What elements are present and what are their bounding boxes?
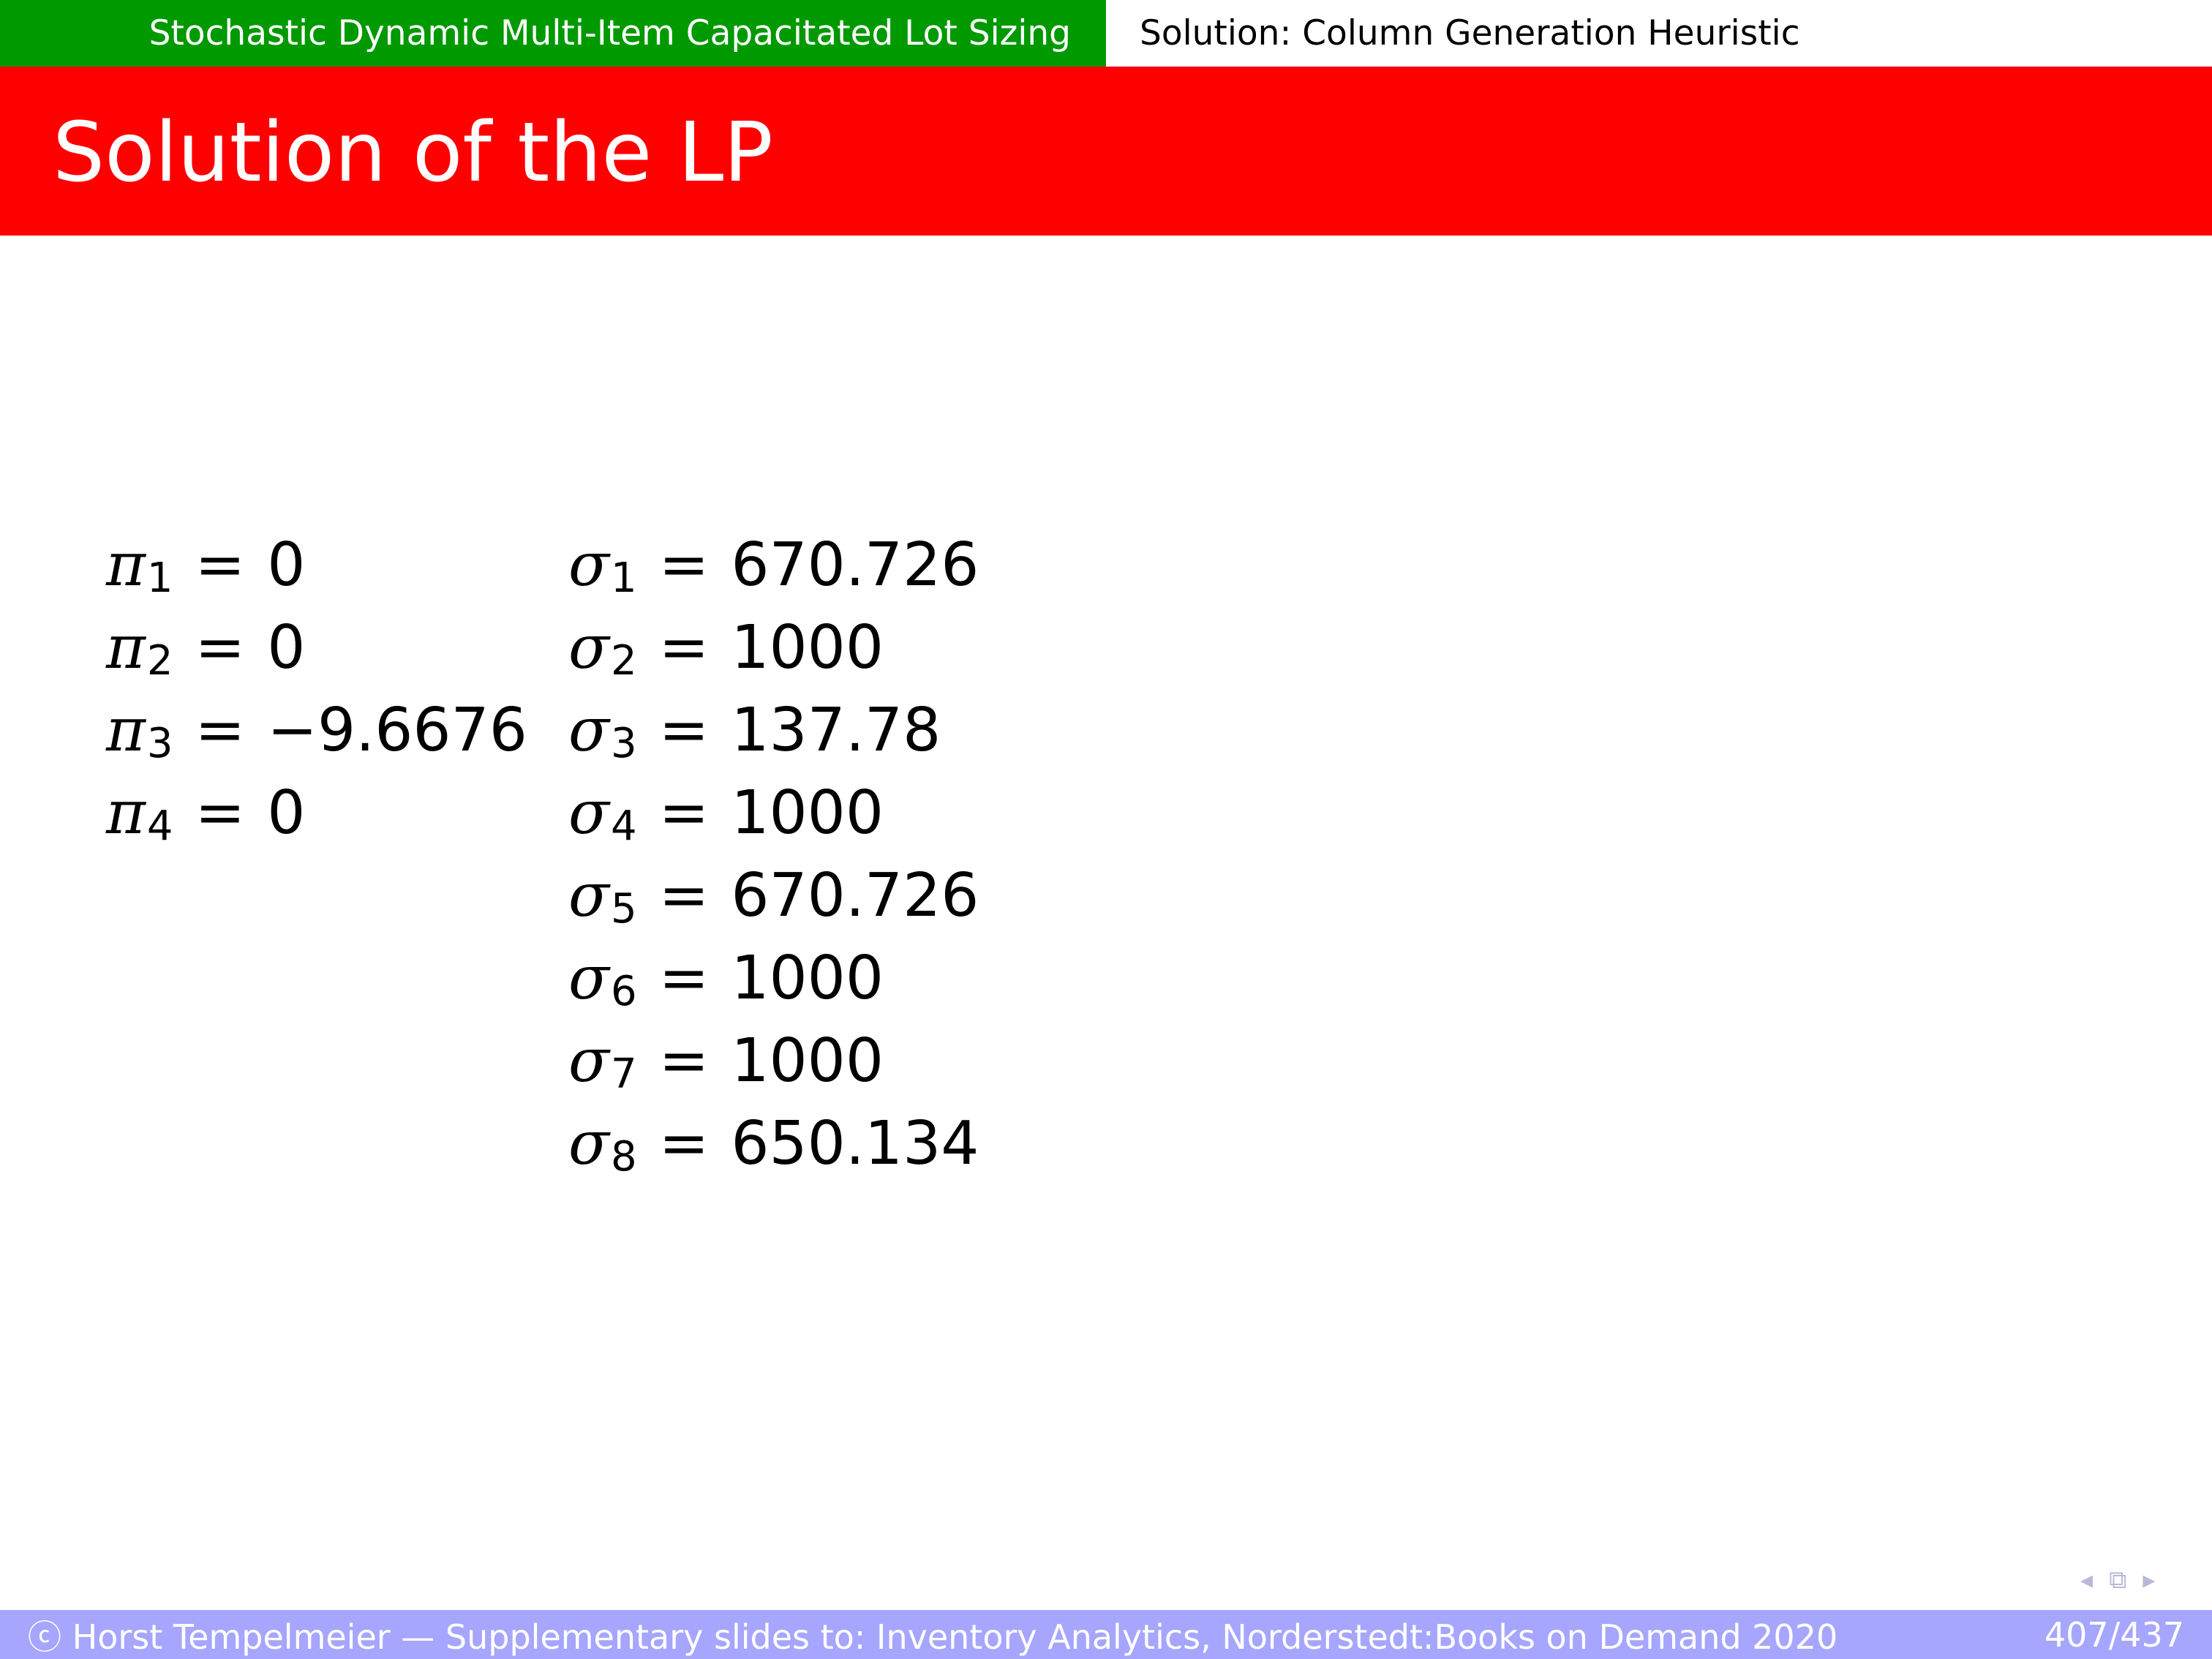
sigma-symbol: σ	[568, 696, 609, 765]
slide-title: Solution of the LP	[53, 105, 773, 200]
pi-equation: π 2 = 0	[106, 606, 527, 689]
sigma-index: 4	[610, 802, 637, 850]
pi-symbol: π	[106, 778, 146, 848]
sigma-equation: σ 5 = 670.726	[568, 854, 979, 937]
title-bar: Solution of the LP	[0, 67, 2212, 236]
sigma-equation: σ 7 = 1000	[568, 1020, 979, 1102]
pi-index: 1	[146, 554, 173, 602]
sigma-index: 5	[610, 885, 637, 933]
sigma-symbol: σ	[568, 1026, 609, 1096]
navigation-controls: ◂ ⧉ ▸	[2080, 1565, 2155, 1595]
sigma-value: 1000	[731, 778, 884, 848]
pi-value: 0	[267, 530, 306, 600]
equals-sign: =	[658, 530, 710, 600]
sigma-value: 1000	[731, 944, 884, 1013]
sigma-symbol: σ	[568, 613, 609, 682]
equals-sign: =	[658, 861, 710, 930]
pi-symbol: π	[106, 530, 146, 600]
pi-value: 0	[267, 778, 306, 848]
footer-credit: ⓒ Horst Tempelmeier — Supplementary slid…	[28, 1617, 1838, 1657]
sigma-index: 1	[610, 554, 637, 602]
nav-left-icon[interactable]: ◂	[2080, 1565, 2094, 1595]
sigma-symbol: σ	[568, 1109, 609, 1178]
sigma-symbol: σ	[568, 861, 609, 930]
sigma-value: 670.726	[731, 530, 979, 600]
equals-sign: =	[195, 696, 246, 765]
sigma-index: 2	[610, 637, 637, 685]
equals-sign: =	[658, 696, 710, 765]
sigma-column: σ 1 = 670.726 σ 2 = 1000 σ 3 = 137.78 σ 4 = 1000 σ 5 = 670.…	[568, 524, 979, 1185]
equals-sign: =	[195, 613, 246, 682]
pi-column: π 1 = 0 π 2 = 0 π 3 = −9.6676 π 4 = 0	[106, 524, 527, 854]
sigma-index: 8	[610, 1133, 637, 1181]
sigma-index: 6	[610, 968, 637, 1015]
sigma-index: 7	[610, 1050, 637, 1098]
subsection-title[interactable]: Solution: Column Generation Heuristic	[1140, 13, 1800, 53]
pi-equation: π 3 = −9.6676	[106, 689, 527, 772]
header-bar: Stochastic Dynamic Multi-Item Capacitate…	[0, 0, 2212, 67]
pi-equation: π 4 = 0	[106, 772, 527, 854]
equals-sign: =	[658, 613, 710, 682]
sigma-value: 1000	[731, 1026, 884, 1096]
nav-right-icon[interactable]: ▸	[2143, 1565, 2156, 1595]
section-title[interactable]: Stochastic Dynamic Multi-Item Capacitate…	[0, 0, 1106, 67]
equals-sign: =	[658, 944, 710, 1013]
sigma-equation: σ 6 = 1000	[568, 937, 979, 1020]
sigma-value: 650.134	[731, 1109, 979, 1178]
equals-sign: =	[658, 1109, 710, 1178]
pi-value: −9.6676	[267, 696, 527, 765]
sigma-value: 1000	[731, 613, 884, 682]
equals-sign: =	[658, 778, 710, 848]
nav-frame-icon[interactable]: ⧉	[2109, 1565, 2127, 1595]
sigma-equation: σ 8 = 650.134	[568, 1102, 979, 1185]
sigma-value: 137.78	[731, 696, 941, 765]
sigma-symbol: σ	[568, 944, 609, 1013]
footer-bar: ⓒ Horst Tempelmeier — Supplementary slid…	[0, 1610, 2212, 1659]
pi-index: 3	[146, 720, 173, 767]
equals-sign: =	[195, 530, 246, 600]
sigma-index: 3	[610, 720, 637, 767]
pi-equation: π 1 = 0	[106, 524, 527, 606]
sigma-equation: σ 4 = 1000	[568, 772, 979, 854]
pi-index: 2	[146, 637, 173, 685]
pi-symbol: π	[106, 613, 146, 682]
sigma-symbol: σ	[568, 778, 609, 848]
pi-index: 4	[146, 802, 173, 850]
pi-symbol: π	[106, 696, 146, 765]
pi-value: 0	[267, 613, 306, 682]
equals-sign: =	[658, 1026, 710, 1096]
sigma-equation: σ 1 = 670.726	[568, 524, 979, 606]
sigma-equation: σ 2 = 1000	[568, 606, 979, 689]
sigma-value: 670.726	[731, 861, 979, 930]
sigma-symbol: σ	[568, 530, 609, 600]
sigma-equation: σ 3 = 137.78	[568, 689, 979, 772]
page-number: 407/437	[2044, 1614, 2184, 1655]
equals-sign: =	[195, 778, 246, 848]
